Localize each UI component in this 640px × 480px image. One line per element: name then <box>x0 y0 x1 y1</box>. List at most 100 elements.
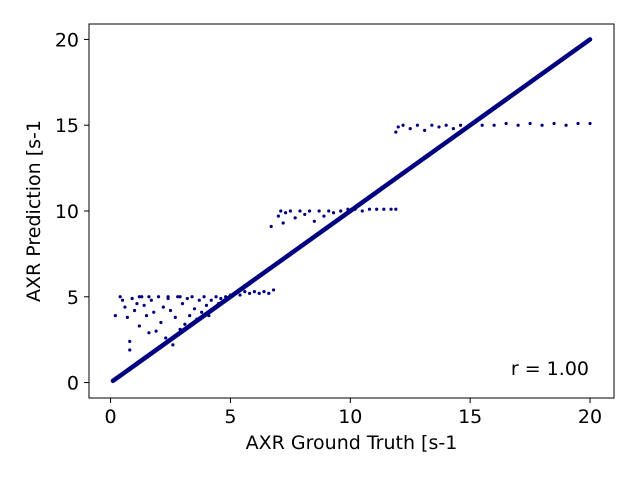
data-point <box>168 308 173 313</box>
data-point <box>238 293 242 297</box>
data-point <box>540 123 544 127</box>
data-point <box>178 295 182 299</box>
data-point <box>135 302 139 306</box>
data-point <box>279 209 283 213</box>
data-point <box>176 295 180 299</box>
data-point <box>283 211 288 215</box>
data-point <box>430 123 434 127</box>
data-point <box>415 123 420 127</box>
data-point <box>576 121 580 126</box>
data-point <box>528 121 532 126</box>
data-point <box>339 209 343 213</box>
data-point <box>360 209 364 213</box>
data-point <box>137 324 141 328</box>
data-point <box>142 303 146 307</box>
data-point <box>564 123 568 127</box>
data-point <box>271 288 276 292</box>
x-tick-label: 0 <box>105 406 117 428</box>
x-axis-label: AXR Ground Truth [s-1 <box>246 432 458 454</box>
data-point <box>458 123 463 127</box>
y-axis-label: AXR Prediction [s-1 <box>23 120 45 302</box>
data-point <box>164 336 168 340</box>
data-point <box>147 331 151 335</box>
data-point <box>125 315 129 319</box>
data-point <box>444 123 448 127</box>
data-point <box>437 125 441 129</box>
data-point <box>423 128 427 132</box>
data-point <box>166 295 170 299</box>
data-point <box>317 209 321 213</box>
data-point <box>375 207 379 211</box>
y-tick-label: 5 <box>67 287 79 309</box>
x-tick-label: 20 <box>578 406 602 428</box>
data-point <box>396 125 400 129</box>
data-point <box>200 310 204 314</box>
y-tick-label: 0 <box>67 373 79 395</box>
data-point <box>303 212 307 217</box>
data-point <box>257 291 261 295</box>
data-point <box>276 214 280 218</box>
x-tick-label: 15 <box>458 406 482 428</box>
data-point <box>248 291 252 295</box>
plot-area <box>110 37 593 384</box>
data-point <box>154 329 158 333</box>
data-point <box>281 221 285 225</box>
data-point <box>288 209 292 213</box>
data-point <box>137 295 141 299</box>
data-point <box>327 209 331 213</box>
data-point <box>204 303 209 307</box>
data-point <box>183 322 187 326</box>
data-point <box>408 127 412 131</box>
data-point <box>156 295 161 299</box>
data-point <box>113 314 117 318</box>
data-point <box>588 121 592 126</box>
data-point <box>202 295 206 299</box>
data-point <box>173 315 177 319</box>
data-point <box>152 310 156 314</box>
data-point <box>161 305 165 309</box>
data-point <box>312 219 316 223</box>
data-point <box>480 123 484 127</box>
data-point <box>197 298 201 302</box>
data-point <box>269 224 273 229</box>
data-point <box>267 291 271 295</box>
data-point <box>394 130 398 134</box>
x-axis: 0 5 10 15 20 <box>105 398 602 428</box>
data-point <box>492 123 496 127</box>
data-point <box>322 214 326 218</box>
data-point <box>132 308 137 313</box>
data-point <box>401 123 405 127</box>
data-point <box>389 207 393 211</box>
data-point <box>185 296 189 301</box>
data-point <box>209 298 213 302</box>
data-point <box>262 290 266 294</box>
data-point <box>552 121 556 126</box>
data-point <box>293 216 297 220</box>
data-point <box>149 298 153 302</box>
data-point <box>118 295 122 299</box>
data-point <box>147 295 151 299</box>
data-point <box>123 305 127 309</box>
data-point <box>451 127 455 131</box>
data-point <box>504 121 508 126</box>
data-point <box>367 207 372 211</box>
data-point <box>219 296 223 301</box>
data-point <box>192 307 197 311</box>
x-tick-label: 5 <box>224 406 236 428</box>
data-point <box>144 314 149 318</box>
identity-point-band <box>110 37 593 384</box>
data-point <box>128 348 132 352</box>
y-axis: 0 5 10 15 20 <box>55 29 89 395</box>
data-point <box>128 339 132 343</box>
data-point <box>252 290 257 294</box>
data-point <box>298 209 302 213</box>
data-point <box>130 296 134 301</box>
data-point <box>171 343 175 347</box>
data-point <box>516 123 520 127</box>
y-tick-label: 15 <box>55 115 79 137</box>
data-point <box>190 295 194 299</box>
data-point <box>188 314 192 318</box>
data-point <box>120 298 125 302</box>
data-point <box>140 295 144 299</box>
